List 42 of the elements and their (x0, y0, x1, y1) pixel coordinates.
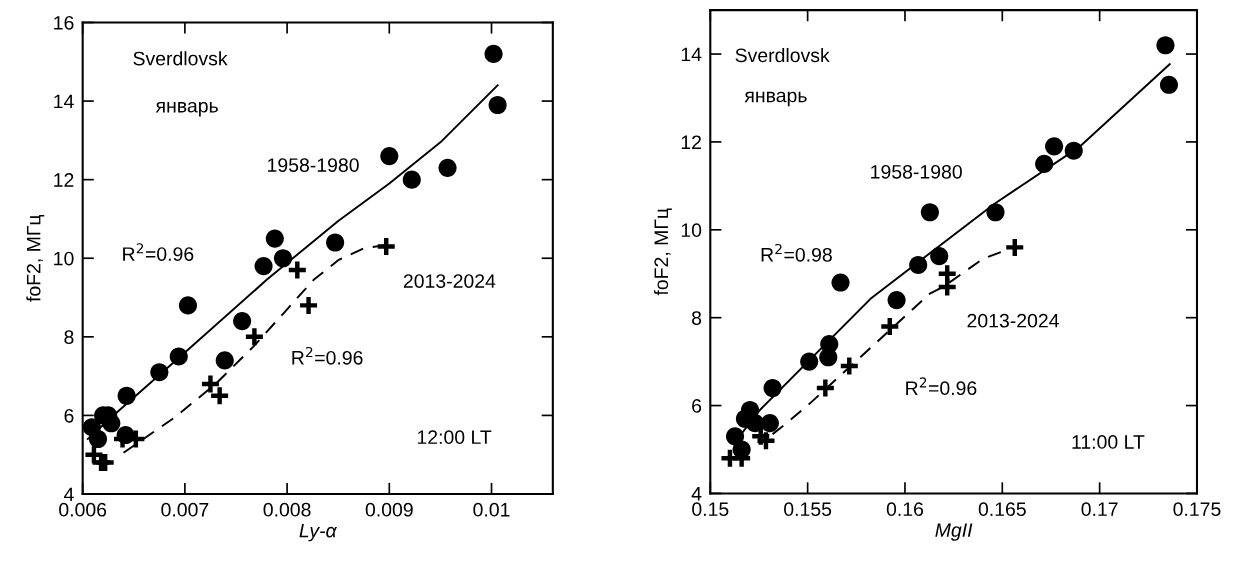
y-tick-label: 12 (681, 135, 701, 149)
annotation: 11:00 LT (1072, 435, 1145, 449)
y-tick-label: 10 (54, 251, 74, 266)
x-tick-label: 0.15 (692, 502, 729, 517)
y-tick-label: 12 (54, 173, 74, 187)
x-axis-title: MgII (935, 523, 973, 541)
x-tick-label: 0.007 (161, 502, 209, 517)
y-tick-label: 8 (691, 311, 702, 325)
x-tick-label: 0.01 (473, 502, 510, 517)
y-tick-label: 8 (64, 330, 74, 345)
y-tick-label: 14 (54, 94, 74, 109)
annotation: R$^{2}$=0.96 (906, 377, 977, 396)
y-tick-label: 6 (692, 399, 702, 413)
annotation: Sverdlovsk (735, 47, 830, 63)
y-axis-title: foF2, МГц (26, 214, 45, 302)
y-tick-label: 6 (64, 408, 74, 423)
series-label: 2013-2024 (403, 274, 496, 288)
series-label: 2013-2024 (967, 313, 1059, 328)
x-tick-label: 0.009 (365, 502, 413, 517)
x-tick-label: 0.006 (59, 502, 107, 517)
y-tick-label: 14 (681, 47, 702, 62)
y-tick-label: 16 (54, 15, 74, 30)
annotation: январь (744, 91, 807, 107)
x-tick-label: 0.165 (978, 502, 1026, 517)
annotation: Sverdlovsk (133, 51, 228, 66)
annotation: январь (155, 101, 218, 117)
series-label: 1958-1980 (268, 158, 359, 172)
annotation: R$^{2}$=0.96 (123, 243, 194, 261)
x-tick-label: 0.16 (886, 502, 924, 517)
y-tick-label: 4 (63, 487, 74, 502)
x-tick-label: 0.175 (1173, 502, 1221, 517)
annotation: R$^{2}$=0.96 (292, 346, 363, 365)
x-tick-label: 0.155 (784, 502, 832, 517)
annotation: R$^{2}$=0.98 (761, 243, 832, 262)
x-axis-title: Ly-α (299, 523, 338, 542)
y-tick-label: 10 (681, 223, 702, 238)
annotation: 12:00 LT (417, 430, 492, 445)
y-tick-label: 4 (691, 487, 702, 501)
x-tick-label: 0.17 (1081, 502, 1118, 517)
series-label: 1958-1980 (871, 164, 962, 179)
y-axis-title: foF2, МГц (653, 208, 672, 296)
x-tick-label: 0.008 (263, 502, 311, 517)
